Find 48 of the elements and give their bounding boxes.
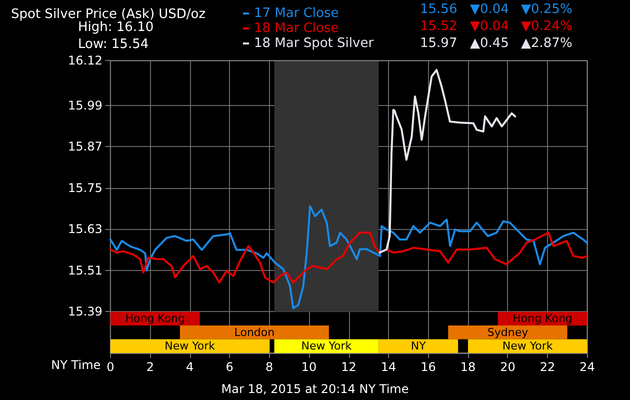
y-tick-label: 15.63: [68, 222, 102, 236]
band-label: New York: [502, 340, 554, 353]
x-tick-label: 6: [226, 360, 234, 374]
line-series: [109, 232, 588, 284]
x-tick-label: 0: [106, 360, 114, 374]
x-tick-label: 4: [186, 360, 194, 374]
x-tick-label: 14: [380, 360, 396, 374]
band-label: Sydney: [487, 326, 529, 339]
band-label: Hong Kong: [125, 312, 186, 326]
y-tick-label: 15.99: [68, 98, 102, 112]
text: Low: 15.54: [78, 37, 149, 52]
text: 15.52: [420, 19, 458, 34]
y-tick-label: 15.75: [68, 180, 102, 195]
line-series: [109, 205, 588, 310]
y-tick-label: 16.12: [68, 54, 102, 68]
band-label: New York: [164, 340, 216, 353]
band-label: New York: [301, 340, 352, 353]
text: ▼0.04: [470, 19, 509, 34]
x-tick-label: 8: [266, 360, 274, 374]
band-label: London: [234, 326, 275, 339]
x-tick-label: 16: [420, 360, 436, 374]
text: High: 16.10: [78, 20, 154, 35]
x-tick-label: 20: [500, 360, 516, 374]
text: ▲0.45: [470, 36, 509, 51]
x-tick-label: 2: [146, 360, 154, 374]
band-label: Hong Kong: [512, 312, 572, 326]
text: 15.56: [420, 2, 458, 17]
y-tick-label: 15.87: [68, 140, 102, 154]
x-axis-title: NY Time: [51, 358, 101, 372]
legend-label: 18 Mar Close: [254, 21, 339, 36]
line-series: [378, 68, 516, 254]
x-tick-label: 24: [580, 360, 595, 374]
legend-label: 17 Mar Close: [254, 6, 339, 21]
chart-title: Spot Silver Price (Ask) USD/oz: [11, 7, 206, 22]
band-label: NY: [410, 340, 426, 353]
legend-label: 18 Mar Spot Silver: [254, 36, 374, 51]
x-tick-label: 12: [341, 360, 356, 374]
y-tick-label: 15.39: [68, 304, 102, 319]
y-tick-label: 15.51: [68, 263, 102, 278]
text: ▲2.87%: [521, 36, 572, 51]
x-tick-label: 18: [460, 360, 476, 374]
text: Mar 18, 2015 at 20:14 NY Time: [221, 382, 409, 396]
x-tick-label: 22: [540, 360, 556, 374]
text: ▼0.24%: [521, 19, 572, 34]
x-tick-label: 10: [301, 360, 317, 374]
text: 15.97: [420, 36, 458, 51]
text: ▼0.04: [470, 2, 509, 17]
text: ▼0.25%: [521, 2, 572, 17]
